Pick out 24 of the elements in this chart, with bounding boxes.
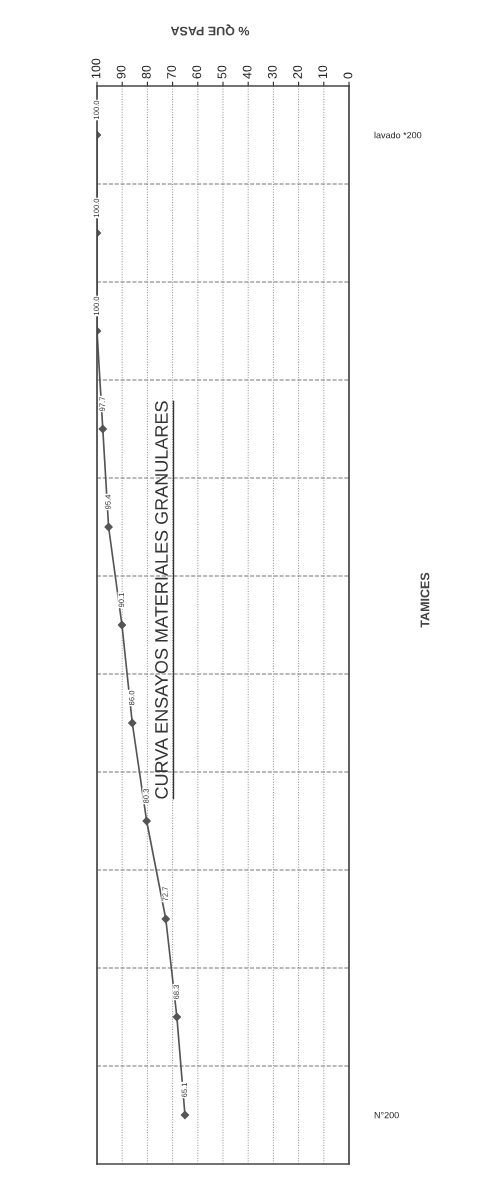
x-tick-label: 100 bbox=[91, 58, 101, 79]
point bbox=[180, 1110, 190, 1120]
point bbox=[128, 718, 137, 728]
point bbox=[104, 522, 113, 532]
y-axis-title: TAMICES bbox=[420, 572, 430, 628]
x-tick-label: 90 bbox=[116, 65, 126, 79]
point bbox=[142, 816, 151, 826]
y-tick-label: N°200 bbox=[374, 1111, 399, 1119]
x-tick-label: 50 bbox=[217, 65, 227, 79]
x-axis-title: % QUE PASA bbox=[170, 24, 250, 36]
x-tick-label: 20 bbox=[293, 65, 302, 79]
x-tick-label: 30 bbox=[267, 65, 277, 79]
point bbox=[98, 424, 107, 434]
x-tick-label: 10 bbox=[318, 65, 328, 79]
point bbox=[172, 1012, 182, 1022]
point bbox=[117, 620, 127, 630]
text: CURVA ENSAYOS MATERIALES GRANULARES bbox=[155, 401, 168, 799]
point bbox=[161, 914, 170, 924]
x-tick-label: 40 bbox=[242, 65, 252, 79]
x-tick-label: 80 bbox=[141, 65, 151, 79]
x-tick-label: 70 bbox=[167, 65, 176, 79]
x-tick-label: 60 bbox=[192, 65, 202, 79]
y-tick-label: lavado *200 bbox=[374, 131, 422, 139]
x-tick-label: 0 bbox=[343, 72, 353, 79]
